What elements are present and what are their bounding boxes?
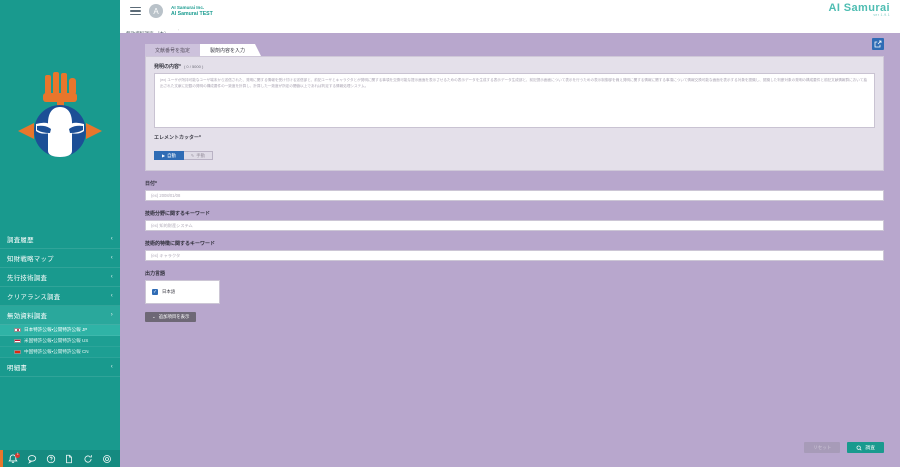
avatar[interactable]: A: [149, 4, 163, 18]
org-name: AI Samurai Inc.: [171, 4, 205, 10]
mascot-container: [0, 0, 120, 230]
reset-button[interactable]: リセット: [804, 442, 841, 453]
jp-flag-icon: [14, 327, 21, 333]
sidebar-item-1[interactable]: 知財戦略マップ ‹: [0, 249, 120, 268]
show-more-fields-button[interactable]: ⌄ 追加項目を表示: [145, 312, 197, 322]
sidebar-subitem-us[interactable]: 米国特許公報・公開特許公報 US: [0, 336, 120, 347]
date-input[interactable]: (ex) 2008/01/08: [145, 190, 884, 201]
sidebar-item-label: 明細書: [7, 364, 28, 372]
cutter-auto-label: 自動: [167, 152, 176, 158]
sidebar-item-2[interactable]: 先行技術調査 ‹: [0, 268, 120, 287]
japanese-checkbox[interactable]: ✓: [152, 288, 158, 295]
us-flag-icon: [14, 338, 21, 344]
sidebar-item-label: クリアランス調査: [7, 293, 61, 301]
tech-area-keyword-input[interactable]: (ex) 知的財産システム: [145, 220, 884, 231]
account-info: AI Samurai Inc. AI Samurai TEST: [171, 5, 213, 17]
chevron-left-icon: ‹: [110, 255, 113, 261]
settings-icon[interactable]: [102, 454, 112, 464]
sidebar-item-4[interactable]: 無効資料調査 ›: [0, 306, 120, 325]
invention-textarea[interactable]: (ex) ユーザが所持可能なユーザ端末から送信された、発明に関する情報を受け付け…: [154, 73, 875, 128]
sidebar-subitem-label: 日本特許公報・公開特許公報 JP: [24, 327, 88, 332]
invention-label-row: 発明の内容* ( 0 / 5000 ): [154, 63, 875, 70]
tab-document-number[interactable]: 文献番号を指定: [145, 44, 201, 56]
cutter-label: エレメントカッター*: [154, 135, 201, 141]
sidebar-item-label: 調査履歴: [7, 236, 34, 244]
external-link-icon: [874, 40, 882, 48]
hamburger-icon[interactable]: [130, 6, 141, 16]
brand-logo: AI Samurai ver 1.9.1: [829, 2, 890, 17]
japanese-label: 日本語: [162, 289, 176, 294]
sidebar-bottom-toolbar: 1: [0, 450, 120, 467]
window-tab-strip: 無効資料調査 〔本〕: [120, 22, 900, 40]
pencil-icon: ✎: [190, 153, 195, 158]
sidebar-item-5[interactable]: 明細書 ‹: [0, 358, 120, 377]
account-name: AI Samurai TEST: [171, 10, 213, 17]
chevron-down-icon: ⌄: [152, 314, 156, 319]
content-tabs: 文献番号を指定 製剤内容を入力: [145, 44, 884, 56]
field-tech-feature: 技術的特徴に関するキーワード (ex) キャラクタ: [145, 240, 884, 261]
sidebar-item-label: 先行技術調査: [7, 274, 48, 282]
chevron-left-icon: ‹: [110, 236, 113, 242]
notification-badge: 1: [15, 452, 21, 458]
expand-button[interactable]: [872, 38, 884, 50]
content-area: 文献番号を指定 製剤内容を入力 発明の内容* ( 0 / 5000 ) (ex)…: [120, 33, 900, 467]
cutter-toggle-group: ▶ 自動 ✎ 手動: [154, 151, 214, 160]
chat-icon[interactable]: [27, 454, 37, 464]
output-language-label: 出力言語: [145, 271, 166, 277]
sidebar: 調査履歴 ‹ 知財戦略マップ ‹ 先行技術調査 ‹ クリアランス調査 ‹ 無効資…: [0, 0, 120, 467]
sidebar-spacer: [0, 377, 120, 450]
sidebar-item-label: 無効資料調査: [7, 312, 48, 320]
brand-name: AI Samurai: [828, 2, 890, 14]
tab-formulation-content[interactable]: 製剤内容を入力: [200, 44, 262, 56]
samurai-mascot-icon: [18, 72, 102, 157]
chevron-right-icon: ›: [110, 312, 113, 318]
brand-version: ver 1.9.1: [873, 13, 890, 17]
field-tech-area-label: 技術分野に関するキーワード: [145, 211, 211, 217]
chevron-left-icon: ‹: [110, 293, 113, 299]
cutter-manual-label: 手動: [196, 152, 206, 158]
field-output-language: 出力言語 ✓ 日本語: [145, 270, 884, 304]
field-date-label: 日付*: [145, 181, 157, 187]
sidebar-subitem-label: 中国特許公報・公開特許公報 CN: [24, 349, 89, 354]
main-area: A AI Samurai Inc. AI Samurai TEST AI Sam…: [120, 0, 900, 467]
tech-feature-keyword-input[interactable]: (ex) キャラクタ: [145, 250, 884, 261]
sidebar-item-0[interactable]: 調査履歴 ‹: [0, 230, 120, 249]
sidebar-item-3[interactable]: クリアランス調査 ‹: [0, 287, 120, 306]
sidebar-subitem-cn[interactable]: 中国特許公報・公開特許公報 CN: [0, 347, 120, 358]
field-date: 日付* (ex) 2008/01/08: [145, 180, 884, 201]
document-icon[interactable]: [64, 454, 74, 464]
invention-card: 発明の内容* ( 0 / 5000 ) (ex) ユーザが所持可能なユーザ端末か…: [145, 56, 884, 171]
cutter-manual-button[interactable]: ✎ 手動: [183, 151, 214, 160]
sidebar-nav: 調査履歴 ‹ 知財戦略マップ ‹ 先行技術調査 ‹ クリアランス調査 ‹ 無効資…: [0, 230, 120, 450]
search-icon: [856, 445, 862, 450]
sidebar-subnav: 日本特許公報・公開特許公報 JP 米国特許公報・公開特許公報 US 中国特許公報…: [0, 325, 120, 358]
help-icon[interactable]: [46, 454, 56, 464]
cn-flag-icon: [14, 349, 21, 355]
character-counter: ( 0 / 5000 ): [183, 64, 204, 69]
invention-label: 発明の内容*: [154, 64, 181, 70]
show-more-label: 追加項目を表示: [158, 314, 190, 319]
top-bar: A AI Samurai Inc. AI Samurai TEST AI Sam…: [120, 0, 900, 22]
output-language-box: ✓ 日本語: [145, 280, 220, 304]
field-tech-feature-label: 技術的特徴に関するキーワード: [145, 241, 216, 247]
notification-icon[interactable]: 1: [8, 452, 21, 464]
field-tech-area: 技術分野に関するキーワード (ex) 知的財産システム: [145, 210, 884, 231]
refresh-icon[interactable]: [83, 454, 93, 464]
sidebar-subitem-label: 米国特許公報・公開特許公報 US: [24, 338, 89, 343]
cutter-auto-button[interactable]: ▶ 自動: [154, 151, 184, 160]
sidebar-item-label: 知財戦略マップ: [7, 255, 54, 263]
chevron-left-icon: ‹: [110, 274, 113, 280]
footer-actions: リセット 調査: [804, 442, 884, 453]
chevron-left-icon: ‹: [110, 364, 113, 370]
sidebar-subitem-jp[interactable]: 日本特許公報・公開特許公報 JP: [0, 325, 120, 336]
play-icon: ▶: [162, 153, 166, 158]
search-button-label: 調査: [865, 446, 875, 451]
search-button[interactable]: 調査: [847, 442, 884, 453]
